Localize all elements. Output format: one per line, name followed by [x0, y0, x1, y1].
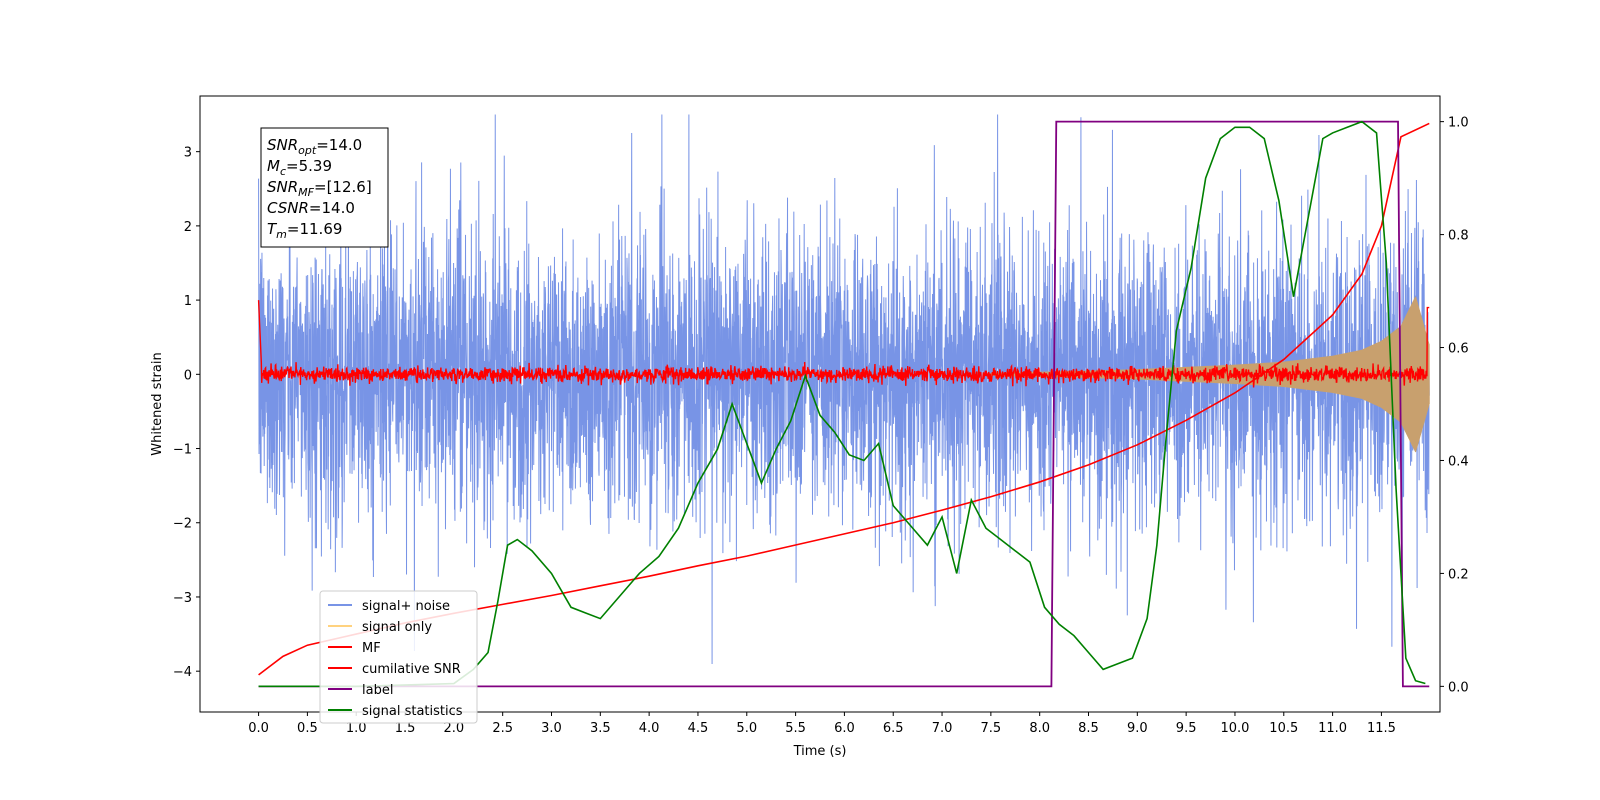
annotation-value: =11.69: [287, 220, 343, 238]
x-tick-label: 8.0: [1029, 721, 1050, 736]
y-tick-label: −2: [173, 517, 192, 532]
legend-frame: [319, 590, 478, 724]
x-tick-label: 2.0: [444, 721, 465, 736]
x-tick-label: 9.5: [1176, 721, 1197, 736]
annotation-value: =14.0: [316, 136, 362, 154]
y-tick-label: −3: [173, 591, 192, 606]
y-tick-label: 3: [184, 146, 192, 161]
x-tick-label: 9.0: [1127, 721, 1148, 736]
annotation-subscript: MF: [298, 186, 314, 199]
y2-tick-label: 0.6: [1448, 342, 1469, 357]
series-signal-noise: [258, 114, 1430, 664]
x-tick-label: 3.0: [541, 721, 562, 736]
annotation-value: =5.39: [286, 157, 332, 175]
x-tick-label: 6.5: [883, 721, 904, 736]
y2-tick-label: 1.0: [1448, 116, 1469, 131]
x-tick-label: 1.0: [346, 721, 367, 736]
annotation-subscript: m: [276, 228, 287, 241]
annotation-line: CSNR=14.0: [267, 199, 355, 217]
x-tick-label: 2.5: [492, 721, 513, 736]
x-tick-label: 4.0: [639, 721, 660, 736]
annotation-symbol: SNR: [267, 178, 298, 196]
x-tick-label: 11.5: [1367, 721, 1396, 736]
annotation-symbol: M: [267, 157, 280, 175]
series-mf: [257, 300, 1430, 388]
x-tick-label: 0.5: [297, 721, 318, 736]
annotation-line: SNRopt=14.0: [267, 136, 362, 157]
x-tick-label: 8.5: [1078, 721, 1099, 736]
x-tick-label: 7.0: [932, 721, 953, 736]
x-tick-label: 1.5: [395, 721, 416, 736]
x-tick-label: 5.0: [736, 721, 757, 736]
annotation-lines: SNRopt=14.0Mc=5.39SNRMF=[12.6]CSNR=14.0T…: [267, 136, 372, 241]
legend-label: signal+ noise: [362, 599, 450, 614]
y-axis-right: 1.0 0.8 0.6 0.4 0.2 0.0: [1440, 116, 1469, 695]
legend-label: MF: [362, 641, 381, 656]
x-tick-label: 10.0: [1220, 721, 1249, 736]
annotation-line: Mc=5.39: [267, 157, 332, 178]
y-tick-label: −1: [173, 443, 192, 458]
x-tick-label: 7.5: [981, 721, 1002, 736]
x-tick-label: 11.0: [1318, 721, 1347, 736]
annotation-subscript: opt: [298, 144, 317, 157]
annotation-symbol: T: [267, 220, 278, 238]
x-tick-label: 3.5: [590, 721, 611, 736]
legend-label: cumilative SNR: [362, 662, 461, 677]
x-tick-label: 6.0: [834, 721, 855, 736]
y2-tick-label: 0.4: [1448, 454, 1469, 469]
annotation-subscript: c: [280, 165, 286, 178]
y-tick-label: 1: [184, 294, 192, 309]
y-tick-label: −4: [173, 665, 192, 680]
annotation-value: =14.0: [309, 199, 355, 217]
y-axis-left: 3 2 1 0 −1 −2 −3 −4: [173, 146, 200, 680]
annotation-symbol: CSNR: [267, 199, 309, 217]
legend-items: signal+ noise signal only MF cumilative SNR…: [328, 599, 463, 719]
legend: signal+ noise signal only MF cumilative SNR…: [319, 590, 478, 724]
legend-label: signal only: [362, 620, 432, 635]
annotation-box: SNRopt=14.0Mc=5.39SNRMF=[12.6]CSNR=14.0T…: [260, 127, 389, 248]
legend-label: signal statistics: [362, 704, 463, 719]
legend-label: label: [362, 683, 393, 698]
series-label: [258, 120, 1430, 688]
x-tick-label: 5.5: [785, 721, 806, 736]
y-axis-label: Whitened strain: [150, 352, 165, 455]
plot-frame: [199, 95, 1441, 713]
annotation-line: SNRMF=[12.6]: [267, 178, 372, 199]
annotation-symbol: SNR: [267, 136, 298, 154]
annotation-line: Tm=11.69: [267, 220, 342, 241]
x-axis: 0.0 0.5 1.0 1.5 2.0 2.5 3.0 3.5 4.0 4.5 5.0 5.5 6.0 6…: [248, 712, 1396, 736]
y2-tick-label: 0.8: [1448, 229, 1469, 244]
series-signal-statistics: [258, 120, 1426, 688]
y2-tick-label: 0.2: [1448, 567, 1469, 582]
annotation-value: =[12.6]: [314, 178, 372, 196]
x-tick-label: 10.5: [1269, 721, 1298, 736]
y-tick-label: 2: [184, 220, 192, 235]
x-tick-label: 4.5: [688, 721, 709, 736]
x-axis-label: Time (s): [793, 744, 847, 759]
x-tick-label: 0.0: [248, 721, 269, 736]
y2-tick-label: 0.0: [1448, 680, 1469, 695]
annotation-frame: [260, 127, 389, 248]
y-tick-label: 0: [184, 368, 192, 383]
